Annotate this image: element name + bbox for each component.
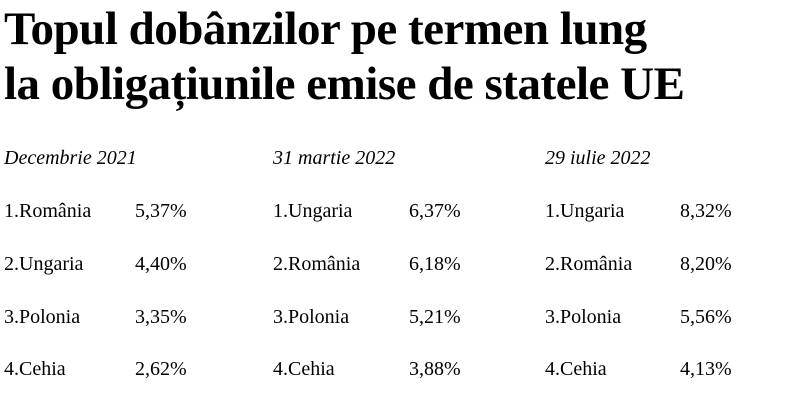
row-rate: 5,21%	[409, 306, 461, 328]
row-rate: 2,62%	[135, 358, 187, 380]
row-country: 1.România	[4, 200, 92, 222]
row-country: 2.România	[545, 253, 633, 275]
row-rate: 6,37%	[409, 200, 461, 222]
row-country: 2.România	[273, 253, 361, 275]
page-title: Topul dobânzilor pe termen lung la oblig…	[4, 2, 685, 112]
row-country: 3.Polonia	[4, 306, 81, 328]
row-country: 4.Cehia	[4, 358, 66, 380]
row-country: 3.Polonia	[273, 306, 350, 328]
row-rate: 3,88%	[409, 358, 461, 380]
row-rate: 6,18%	[409, 253, 461, 275]
row-country: 2.Ungaria	[4, 253, 84, 275]
row-rate: 5,56%	[680, 306, 732, 328]
row-rate: 8,20%	[680, 253, 732, 275]
row-rate: 3,35%	[135, 306, 187, 328]
row-country: 3.Polonia	[545, 306, 622, 328]
title-line-2: la obligațiunile emise de statele UE	[4, 58, 685, 110]
column-date: 29 iulie 2022	[545, 147, 651, 169]
row-rate: 5,37%	[135, 200, 187, 222]
row-country: 1.Ungaria	[273, 200, 353, 222]
row-rate: 4,13%	[680, 358, 732, 380]
row-country: 4.Cehia	[545, 358, 607, 380]
column-date: Decembrie 2021	[4, 147, 137, 169]
row-rate: 8,32%	[680, 200, 732, 222]
row-country: 1.Ungaria	[545, 200, 625, 222]
row-country: 4.Cehia	[273, 358, 335, 380]
title-line-1: Topul dobânzilor pe termen lung	[4, 3, 647, 55]
column-date: 31 martie 2022	[273, 147, 396, 169]
row-rate: 4,40%	[135, 253, 187, 275]
